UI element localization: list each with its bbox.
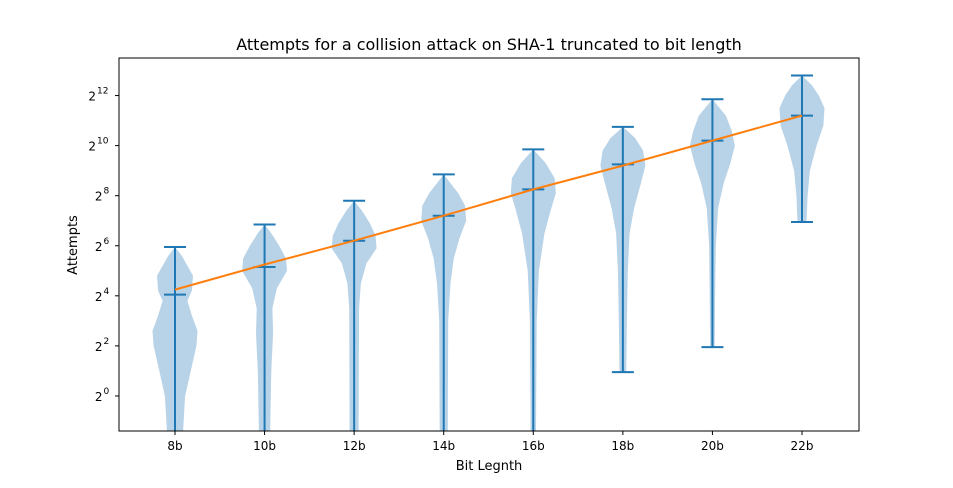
violin-12b	[331, 199, 377, 431]
chart-title: Attempts for a collision attack on SHA-1…	[236, 35, 742, 54]
trend-layer	[174, 114, 803, 291]
y-tick-label: 2 12	[88, 87, 108, 104]
violin-16b	[510, 148, 556, 431]
violin-10b	[242, 223, 288, 431]
violin-18b	[600, 125, 646, 374]
y-tick-base: 2	[95, 190, 103, 204]
y-tick-base: 2	[88, 90, 96, 104]
x-tick-label: 8b	[167, 439, 182, 453]
x-axis-label: Bit Legnth	[456, 459, 523, 474]
x-tick-label: 12b	[343, 439, 366, 453]
violin-8b	[152, 246, 198, 431]
violin-22b	[779, 74, 825, 223]
y-axis-label: Attempts	[66, 215, 81, 275]
x-tick-label: 14b	[432, 439, 455, 453]
violin-14b	[421, 173, 467, 431]
x-tick-label: 16b	[522, 439, 545, 453]
y-tick-exponent: 8	[104, 187, 110, 197]
y-tick-exponent: 2	[104, 337, 110, 347]
y-tick-base: 2	[95, 290, 103, 304]
y-tick-exponent: 12	[97, 87, 108, 97]
y-tick-base: 2	[95, 240, 103, 254]
y-tick-exponent: 10	[97, 137, 109, 147]
trend-line	[174, 114, 803, 291]
violins-layer	[152, 74, 825, 431]
x-tick-label: 20b	[701, 439, 724, 453]
x-tick-label: 22b	[791, 439, 814, 453]
y-tick-label: 2 10	[88, 137, 108, 154]
y-tick-exponent: 4	[104, 287, 110, 297]
axes-frame	[118, 57, 860, 432]
y-tick-base: 2	[88, 140, 96, 154]
y-tick-exponent: 6	[104, 237, 110, 247]
y-tick-base: 2	[95, 340, 103, 354]
x-tick-label: 18b	[611, 439, 634, 453]
y-tick-base: 2	[95, 390, 103, 404]
x-tick-label: 10b	[253, 439, 276, 453]
y-tick-exponent: 0	[104, 387, 110, 397]
